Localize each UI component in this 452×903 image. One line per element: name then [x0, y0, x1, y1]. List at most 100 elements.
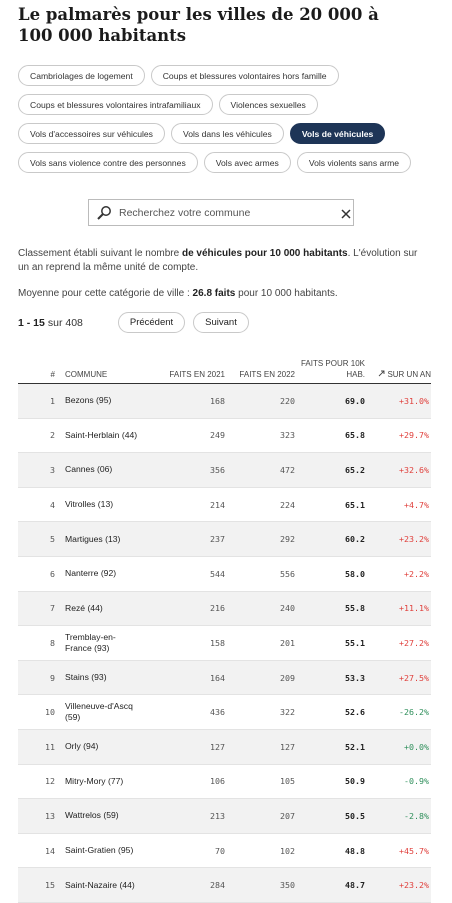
column-header: FAITS EN 2022 — [225, 348, 295, 384]
text-run: Moyenne pour cette catégorie de ville : — [18, 288, 193, 299]
table-cell: 52.1 — [295, 729, 365, 765]
table-cell: 14 — [18, 833, 55, 869]
text-run: de véhicules pour 10 000 habitants — [181, 248, 348, 259]
table-cell: +31.0% — [365, 383, 431, 419]
table-cell: Tremblay-en-France (93) — [55, 625, 140, 661]
table-cell: 65.8 — [295, 418, 365, 454]
table-cell: 292 — [225, 521, 295, 557]
table-cell: 472 — [225, 452, 295, 488]
filters: Cambriolages de logement Coups et blessur… — [18, 65, 412, 181]
average: Moyenne pour cette catégorie de ville : … — [18, 287, 418, 301]
table-cell: Wattrelos (59) — [55, 798, 140, 834]
column-header: FAITS POUR 10K HAB. — [295, 348, 365, 384]
table-cell: 9 — [18, 660, 55, 696]
filter-row: Vols sans violence contre des personnes V… — [18, 152, 412, 173]
prev-button[interactable]: Précédent — [117, 312, 186, 333]
table-cell: +0.0% — [365, 729, 431, 765]
table-cell: Stains (93) — [55, 660, 140, 696]
table-row: 13 Wattrelos (59) 213 207 50.5 -2.8% — [18, 798, 431, 834]
table-cell: -26.2% — [365, 694, 431, 730]
table-cell: 544 — [140, 556, 225, 592]
table-cell: 350 — [225, 867, 295, 903]
table-cell: Martigues (13) — [55, 521, 140, 557]
table-cell: 8 — [18, 625, 55, 661]
text-run: . L'évolution sur un an reprend la même … — [18, 248, 418, 273]
table-cell: 127 — [225, 729, 295, 765]
table-row: 8 Tremblay-en-France (93) 158 201 55.1 +27.2% — [18, 625, 431, 661]
table-cell: 58.0 — [295, 556, 365, 592]
table-cell: +29.7% — [365, 418, 431, 454]
table-cell: 11 — [18, 729, 55, 765]
search-placeholder: Recherchez votre commune — [119, 207, 251, 219]
table-cell: Vitrolles (13) — [55, 487, 140, 523]
table-row: 2 Saint-Herblain (44) 249 323 65.8 +29.7% — [18, 418, 431, 454]
filter-pill[interactable]: Violences sexuelles — [218, 94, 318, 115]
table-cell: 436 — [140, 694, 225, 730]
filter-pill[interactable]: Vols d'accessoires sur véhicules — [18, 123, 165, 144]
table-cell: 220 — [225, 383, 295, 419]
ranking-table: # COMMUNE FAITS EN 2021 FAITS EN 2022 FAITS … — [18, 348, 431, 903]
table-cell: +11.1% — [365, 591, 431, 627]
pagination: 1 - 15 sur 408 Précédent Suivant — [18, 312, 249, 333]
table-row: 5 Martigues (13) 237 292 60.2 +23.2% — [18, 521, 431, 557]
table-cell: 5 — [18, 521, 55, 557]
search-icon — [97, 206, 111, 220]
trend-icon — [378, 370, 387, 379]
table-cell: -2.8% — [365, 798, 431, 834]
filter-pill[interactable]: Vols sans violence contre des personnes — [18, 152, 198, 173]
search-box[interactable]: Recherchez votre commune — [88, 199, 354, 226]
filter-row: Vols d'accessoires sur véhicules Vols dan… — [18, 123, 411, 144]
next-button[interactable]: Suivant — [193, 312, 249, 333]
table-cell: 4 — [18, 487, 55, 523]
table-cell: 102 — [225, 833, 295, 869]
table-cell: Bezons (95) — [55, 383, 140, 419]
filter-pill[interactable]: Coups et blessures volontaires intrafami… — [18, 94, 213, 115]
table-cell: 216 — [140, 591, 225, 627]
column-header: # — [18, 348, 55, 384]
filter-pill[interactable]: Cambriolages de logement — [18, 65, 145, 86]
table-cell: 322 — [225, 694, 295, 730]
table-cell: 356 — [140, 452, 225, 488]
table-row: 9 Stains (93) 164 209 53.3 +27.5% — [18, 660, 431, 696]
filter-pill[interactable]: Vols de véhicules — [289, 123, 386, 144]
table-cell: 213 — [140, 798, 225, 834]
table-row: 7 Rezé (44) 216 240 55.8 +11.1% — [18, 591, 431, 627]
table-row: 14 Saint-Gratien (95) 70 102 48.8 +45.7% — [18, 833, 431, 869]
table-cell: 6 — [18, 556, 55, 592]
table-cell: 207 — [225, 798, 295, 834]
table-cell: 249 — [140, 418, 225, 454]
filter-row: Cambriolages de logement Coups et blessur… — [18, 65, 411, 86]
table-cell: 214 — [140, 487, 225, 523]
table-cell: 127 — [140, 729, 225, 765]
filter-pill[interactable]: Coups et blessures volontaires hors fami… — [150, 65, 339, 86]
column-label: SUR UN AN — [387, 370, 431, 379]
filter-pill[interactable]: Vols dans les véhicules — [170, 123, 284, 144]
table-cell: Villeneuve-d'Ascq (59) — [55, 694, 140, 730]
table-cell: Mitry-Mory (77) — [55, 764, 140, 800]
table-row: 4 Vitrolles (13) 214 224 65.1 +4.7% — [18, 487, 431, 523]
table-cell: 209 — [225, 660, 295, 696]
table-cell: -0.9% — [365, 764, 431, 800]
table-cell: +32.6% — [365, 452, 431, 488]
filter-pill[interactable]: Vols violents sans arme — [296, 152, 412, 173]
table-cell: 15 — [18, 867, 55, 903]
clear-icon[interactable] — [341, 209, 351, 219]
column-label: FAITS EN 2022 — [239, 370, 295, 379]
table-cell: 10 — [18, 694, 55, 730]
table-row: 1 Bezons (95) 168 220 69.0 +31.0% — [18, 383, 431, 419]
text-run: Classement établi suivant le nombre — [18, 248, 182, 259]
title: Le palmarès pour les villes de 20 000 à … — [18, 5, 379, 45]
filter-row: Coups et blessures volontaires intrafami… — [18, 94, 411, 115]
table-cell: Orly (94) — [55, 729, 140, 765]
column-header: SUR UN AN — [365, 348, 431, 384]
text-run: pour 10 000 habitants. — [235, 288, 338, 299]
column-label: FAITS EN 2021 — [169, 370, 225, 379]
intro: Classement établi suivant le nombre de v… — [18, 247, 418, 274]
table-row: 6 Nanterre (92) 544 556 58.0 +2.2% — [18, 556, 431, 592]
table-cell: Cannes (06) — [55, 452, 140, 488]
table-cell: Saint-Nazaire (44) — [55, 867, 140, 903]
table-cell: 55.8 — [295, 591, 365, 627]
filter-pill[interactable]: Vols avec armes — [203, 152, 291, 173]
table-row: 10 Villeneuve-d'Ascq (59) 436 322 52.6 -26.2% — [18, 694, 431, 730]
